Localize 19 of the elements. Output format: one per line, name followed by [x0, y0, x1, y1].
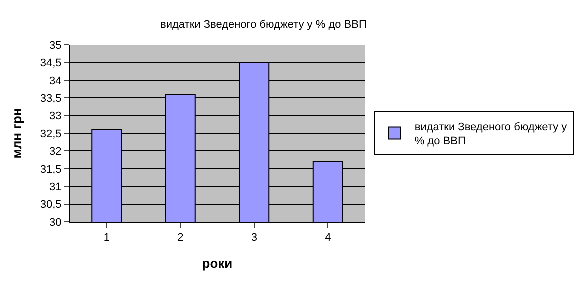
y-tick-label: 34,5 [40, 58, 62, 70]
y-axis-title: млн грн [9, 108, 24, 159]
y-tick-label: 33,5 [40, 92, 62, 105]
y-tick-label: 30,5 [40, 199, 62, 212]
x-tick-label: 3 [251, 232, 258, 244]
y-tick-label: 34 [50, 75, 62, 88]
x-tick-label: 2 [178, 232, 184, 244]
y-tick-label: 35 [50, 40, 62, 52]
y-tick-label: 30 [50, 216, 62, 229]
x-axis-title: роки [202, 256, 233, 271]
y-tick-label: 32,5 [40, 128, 62, 140]
y-tick-label: 32 [50, 146, 62, 158]
y-tick-label: 33 [50, 110, 62, 123]
x-tick-label: 1 [104, 232, 110, 244]
chart-title: видатки Зведеного бюджету у % до ВВП [160, 18, 367, 31]
x-tick-label: 4 [325, 232, 332, 244]
legend-label: видатки Зведеного бюджету у % до ВВП [414, 121, 568, 148]
y-tick-label: 31 [50, 181, 62, 194]
y-tick-label: 31,5 [40, 164, 62, 176]
